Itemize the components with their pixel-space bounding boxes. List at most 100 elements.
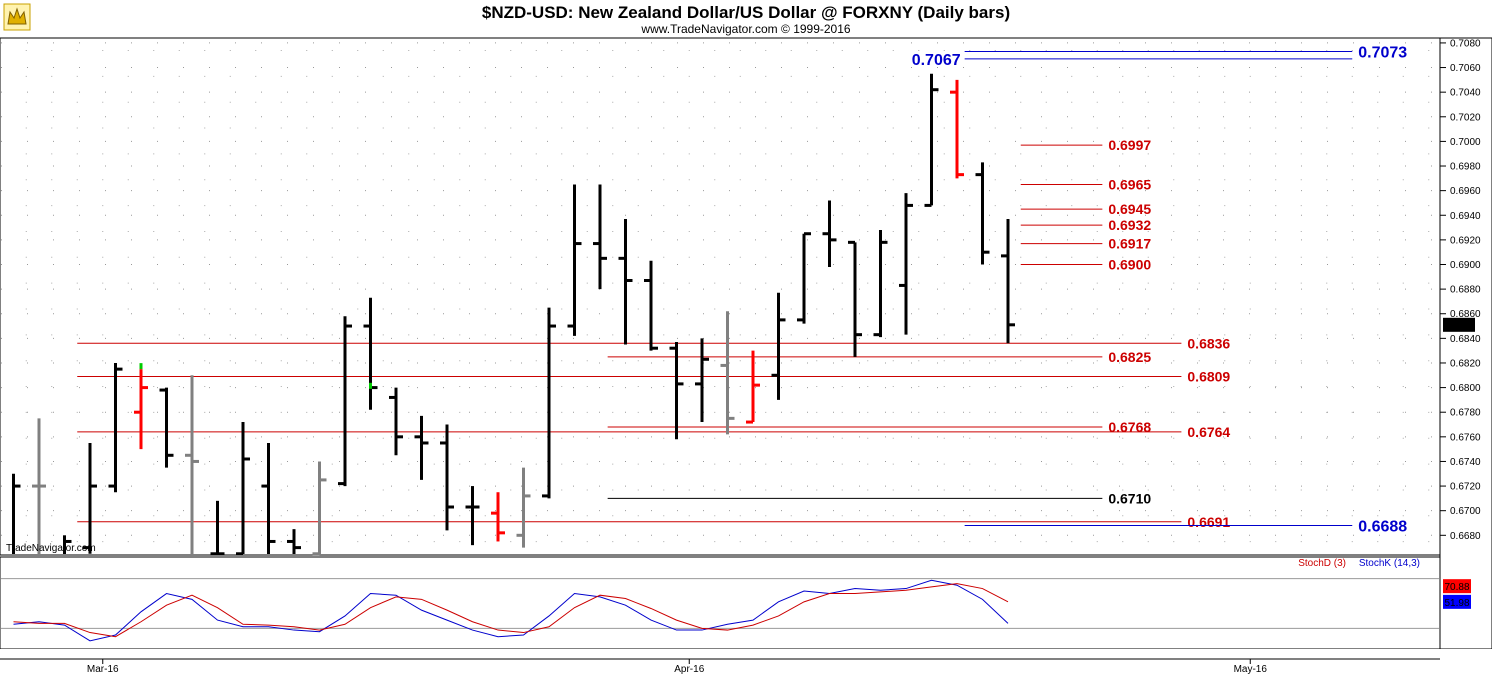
last-price-marker: 0.6851 <box>1443 317 1475 332</box>
y-tick-label: 0.7040 <box>1450 88 1481 99</box>
y-tick-label: 0.6960 <box>1450 186 1481 197</box>
price-bar <box>32 418 46 554</box>
x-tick-label: May-16 <box>1234 664 1268 675</box>
y-tick-label: 0.6940 <box>1450 211 1481 222</box>
level-label: 0.6688 <box>1358 518 1407 535</box>
y-tick-label: 0.6800 <box>1450 383 1481 394</box>
chart-header: $NZD-USD: New Zealand Dollar/US Dollar @… <box>482 3 1010 36</box>
level-label: 0.6917 <box>1108 236 1151 252</box>
price-bar <box>108 362 123 493</box>
stoch-d-line <box>13 583 1009 638</box>
level-label: 0.6932 <box>1108 217 1151 233</box>
watermark: TradeNavigator.com <box>6 543 96 554</box>
price-bar <box>669 342 684 440</box>
y-tick-label: 0.6720 <box>1450 482 1481 493</box>
level-label: 0.6764 <box>1187 424 1230 440</box>
stoch-d-value-marker: 70.88 <box>1443 579 1471 594</box>
indicator-panel <box>0 556 1441 650</box>
stochastic-indicator <box>1 578 1439 642</box>
y-tick-label: 0.6780 <box>1450 408 1481 419</box>
price-bar <box>210 500 225 556</box>
price-bar <box>491 492 505 542</box>
y-tick-label: 0.6900 <box>1450 260 1481 271</box>
price-bar <box>236 422 250 556</box>
y-tick-label: 0.6820 <box>1450 358 1481 369</box>
price-bar <box>848 240 862 357</box>
crown-icon[interactable] <box>3 3 31 31</box>
y-tick-label: 0.6840 <box>1450 334 1481 345</box>
price-bar <box>338 316 352 487</box>
y-tick-label: 0.7000 <box>1450 137 1481 148</box>
y-tick-label: 0.6860 <box>1450 309 1481 320</box>
level-label: 0.6768 <box>1108 419 1151 435</box>
y-tick-label: 0.6680 <box>1450 531 1481 542</box>
stoch-k-legend: StochK (14,3) <box>1359 558 1420 569</box>
y-tick-label: 0.6980 <box>1450 162 1481 173</box>
level-label: 0.6809 <box>1187 369 1230 385</box>
price-bar <box>414 415 429 480</box>
level-label: 0.6900 <box>1108 256 1151 272</box>
price-bar <box>618 218 633 345</box>
price-bar <box>644 260 658 351</box>
level-label: 0.7073 <box>1358 45 1407 62</box>
level-label: 0.6825 <box>1108 349 1151 365</box>
price-bar <box>1001 218 1015 344</box>
x-tick-label: Apr-16 <box>674 664 704 675</box>
x-tick-label: Mar-16 <box>87 664 119 675</box>
y-tick-label: 0.7060 <box>1450 63 1481 74</box>
price-bar <box>771 292 786 400</box>
y-tick-label: 0.6700 <box>1450 506 1481 517</box>
price-bar <box>899 193 913 335</box>
price-bar <box>465 486 480 546</box>
y-tick-label: 0.7020 <box>1450 112 1481 123</box>
price-bar <box>593 184 607 290</box>
date-axis-panel <box>0 649 1492 678</box>
price-bar <box>159 387 174 468</box>
price-bar <box>63 535 72 554</box>
price-bar <box>924 73 939 207</box>
last-price-label: 0.6851 <box>1444 321 1475 332</box>
price-bar <box>83 442 97 554</box>
level-label: 0.6945 <box>1108 201 1151 217</box>
price-bar <box>12 473 21 554</box>
y-tick-label: 0.6880 <box>1450 285 1481 296</box>
price-bar <box>822 200 837 267</box>
price-bar <box>440 424 454 531</box>
level-label: 0.6965 <box>1108 176 1151 192</box>
price-bar <box>720 311 735 435</box>
price-bar <box>950 79 964 179</box>
price-bar <box>261 442 276 554</box>
chart-title: $NZD-USD: New Zealand Dollar/US Dollar @… <box>482 3 1010 22</box>
level-label: 0.6836 <box>1187 335 1230 351</box>
y-tick-label: 0.6760 <box>1450 432 1481 443</box>
price-bar <box>287 529 301 554</box>
level-label: 0.6691 <box>1187 514 1230 530</box>
level-label: 0.6710 <box>1108 490 1151 506</box>
chart-subtitle: www.TradeNavigator.com © 1999-2016 <box>640 22 850 36</box>
price-axis-ticks: 0.7080 0.7060 0.7040 0.7020 0.7000 0.6980 0.69… <box>1440 38 1481 542</box>
price-panel <box>0 37 1441 556</box>
stoch-k-value: 51.98 <box>1444 598 1469 609</box>
y-tick-label: 0.7080 <box>1450 38 1481 49</box>
stoch-k-value-marker: 51.98 <box>1443 594 1471 609</box>
stoch-d-value: 70.88 <box>1444 582 1469 593</box>
price-bar <box>134 369 148 450</box>
price-bar <box>389 387 403 456</box>
price-bar <box>746 350 760 424</box>
date-axis-ticks: Mar-16 Apr-16 May-16 <box>87 659 1267 675</box>
price-bar <box>975 162 990 265</box>
price-bar <box>516 467 531 548</box>
price-bar <box>797 232 811 324</box>
price-bars <box>12 73 1015 556</box>
price-bar <box>695 338 709 423</box>
y-tick-label: 0.6920 <box>1450 235 1481 246</box>
price-bar <box>567 184 582 336</box>
price-bar <box>542 307 556 499</box>
price-bar <box>873 230 888 338</box>
level-label: 0.7067 <box>912 52 961 69</box>
y-tick-label: 0.6740 <box>1450 457 1481 468</box>
price-bar <box>185 375 199 554</box>
level-label: 0.6997 <box>1108 137 1151 153</box>
